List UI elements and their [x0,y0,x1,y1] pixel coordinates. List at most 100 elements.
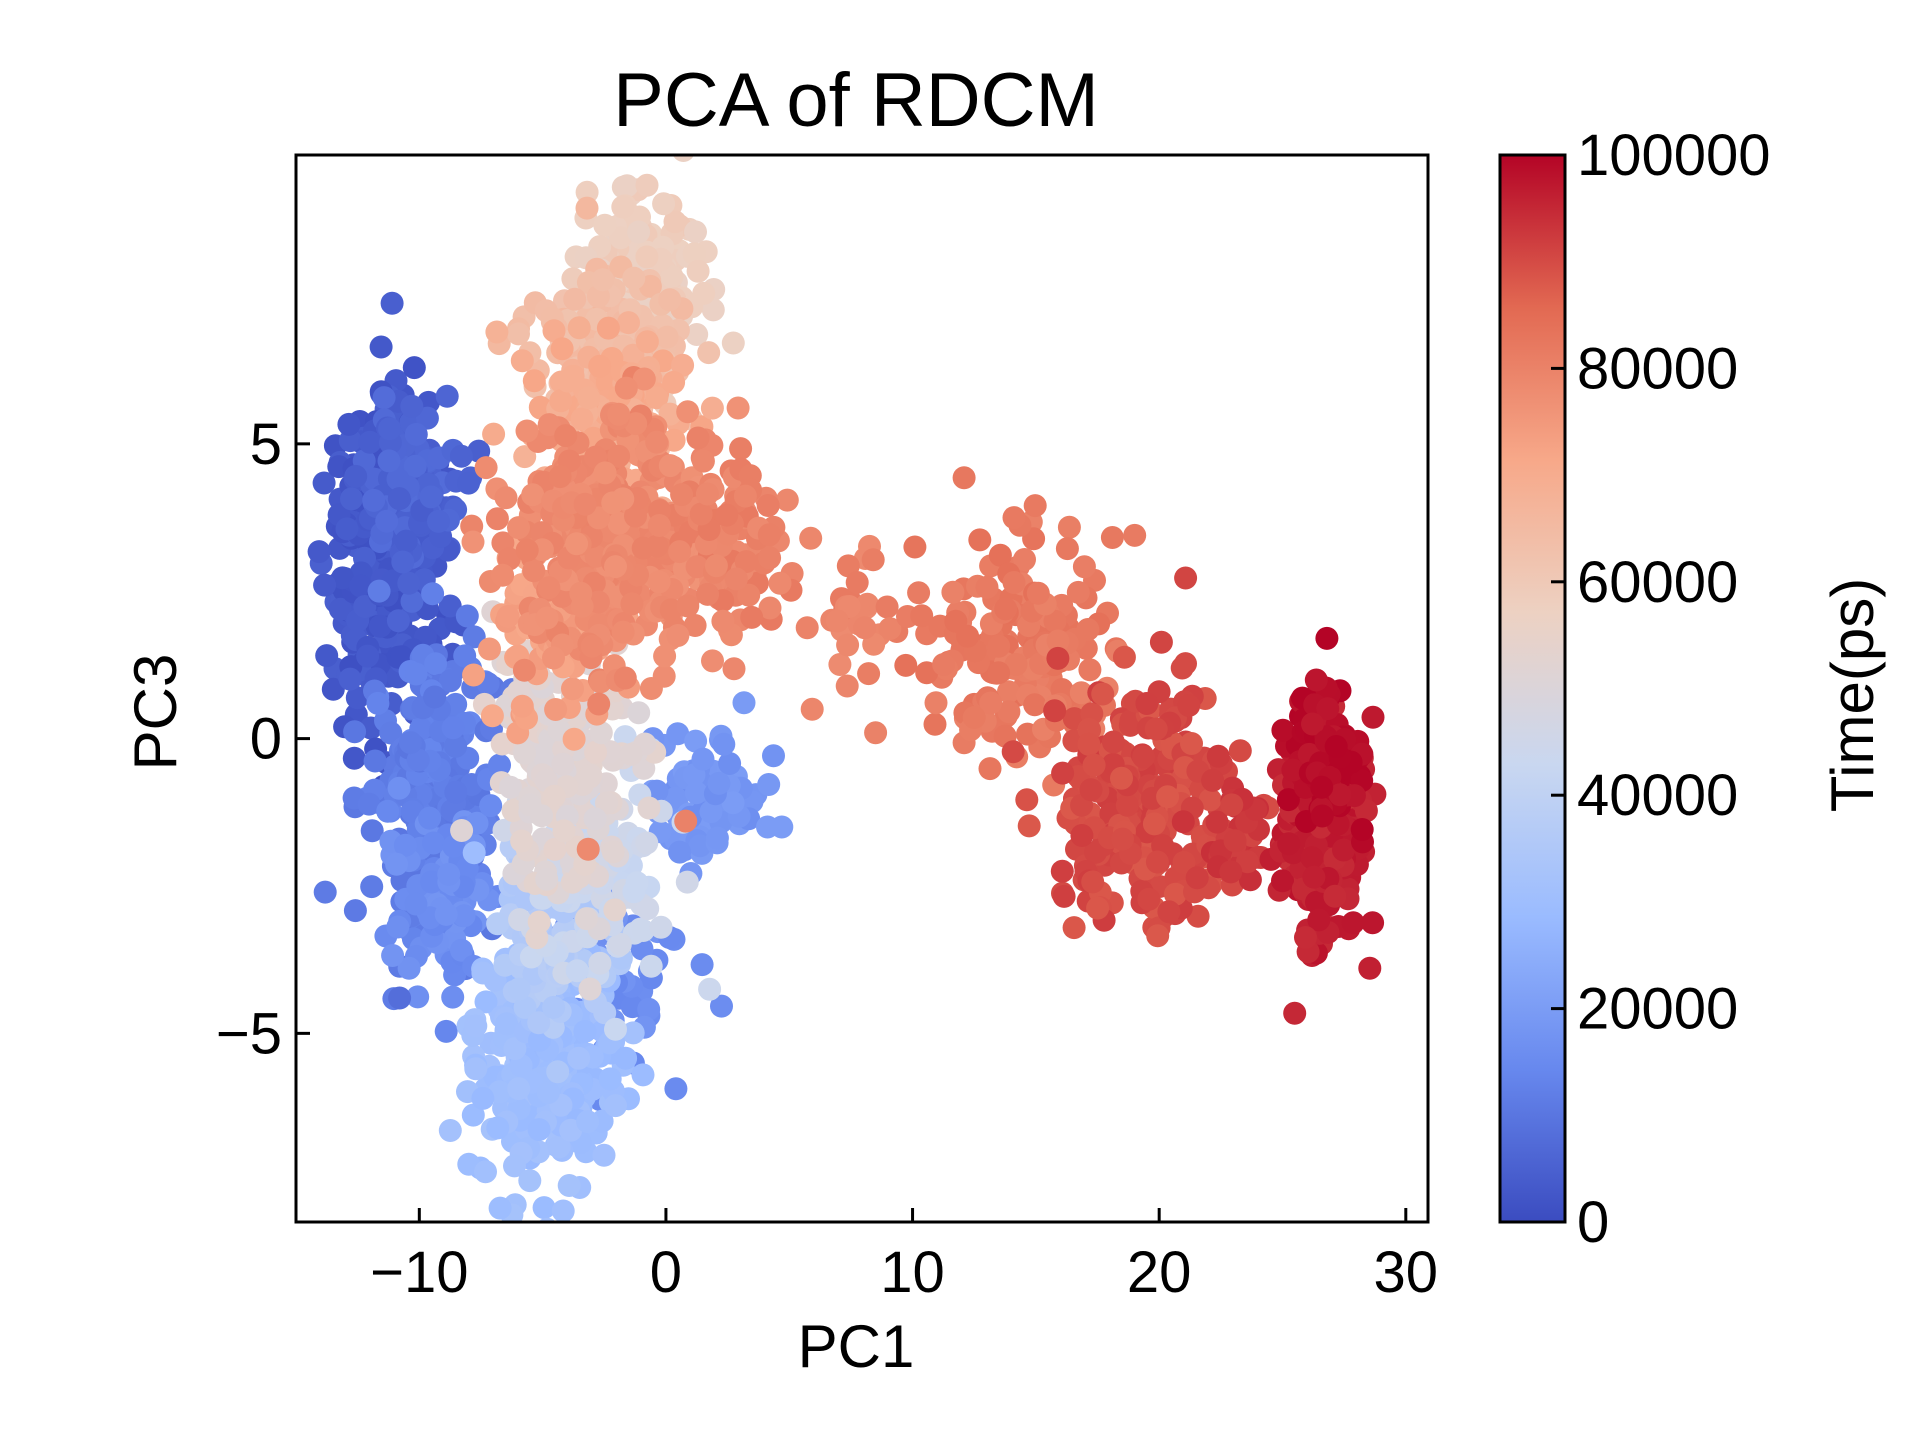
scatter-point [508,908,532,932]
scatter-point [836,633,860,657]
scatter-point [482,422,506,446]
scatter-point [588,670,612,694]
scatter-point [358,430,382,454]
scatter-point [403,454,427,478]
scatter-point [1156,785,1180,809]
scatter-point [729,437,753,461]
scatter-point [363,749,387,773]
scatter-point [621,343,645,367]
scatter-point [462,663,486,687]
scatter-point [683,614,707,637]
scatter-point [337,412,361,436]
scatter-point [435,384,459,408]
scatter-point [1361,911,1385,935]
scatter-point [695,482,719,506]
scatter-point [313,880,337,904]
scatter-point [565,959,589,983]
x-tick-label: −10 [370,1240,468,1305]
scatter-point [1358,956,1382,980]
scatter-point [543,837,567,861]
scatter-point [828,653,852,676]
scatter-point [758,546,782,570]
scatter-point [387,776,411,800]
scatter-point [613,666,637,690]
scatter-point [593,213,617,237]
scatter-point [1135,692,1159,715]
scatter-point [685,323,709,346]
scatter-point [775,488,799,512]
scatter-point [1149,630,1173,654]
scatter-point [488,1196,512,1220]
scatter-point [537,576,561,600]
scatter-point [662,370,686,394]
scatter-point [615,174,639,198]
scatter-point [406,985,430,1009]
scatter-point [507,516,530,540]
scatter-point [387,487,411,511]
scatter-point [997,680,1020,704]
scatter-point [639,677,663,700]
scatter-point [1341,911,1365,935]
scatter-point [419,485,443,509]
scatter-point [393,833,417,857]
scatter-point [486,1116,510,1140]
scatter-point [522,369,546,393]
scatter-point [1062,916,1086,940]
scatter-point [861,548,885,572]
scatter-point [941,580,965,604]
scatter-point [1177,694,1201,717]
scatter-point [978,757,1002,781]
scatter-point [1228,739,1252,763]
scatter-point [607,402,631,426]
scatter-point [546,1060,570,1084]
scatter-point [1115,793,1139,817]
scatter-point [1111,827,1134,851]
scatter-point [1023,693,1047,717]
scatter-point [518,1169,542,1193]
scatter-point [559,1118,583,1142]
scatter-point [676,400,700,424]
scatter-point [1015,788,1039,812]
scatter-point [800,697,824,721]
scatter-point [1283,1001,1307,1025]
scatter-point [496,605,520,628]
scatter-point [1066,580,1090,604]
scatter-point [567,316,591,340]
scatter-point [583,807,607,831]
scatter-point-outlier [686,426,710,450]
scatter-point [340,487,363,511]
scatter-point [507,977,531,1001]
scatter-point [438,594,462,618]
scatter-point [1082,753,1106,777]
scatter-point [570,594,594,618]
scatter-point [397,571,421,595]
x-tick-label: 30 [1374,1240,1439,1305]
scatter-point [575,180,599,204]
scatter-point [575,907,598,931]
scatter-point [598,1067,622,1091]
scatter-point [1276,788,1300,812]
scatter-point [421,582,445,606]
scatter-point [614,376,638,400]
scatter-point [1223,829,1247,853]
scatter-point [627,220,651,244]
scatter-point [845,571,869,594]
scatter-point [591,268,615,292]
scatter-point [635,330,659,354]
scatter-point [910,604,934,628]
scatter-point [671,353,695,377]
scatter-point [474,456,498,480]
scatter-point [658,288,682,312]
scatter-point [1236,850,1259,874]
scatter-point [441,716,465,740]
scatter-point [455,604,479,628]
scatter-point [658,454,682,478]
scatter-point [1219,860,1243,884]
scatter-point [627,701,651,725]
scatter-point [987,634,1011,658]
scatter-point [652,192,676,216]
scatter-point [1112,645,1136,669]
scatter-point [492,818,516,842]
scatter-point [343,720,367,744]
